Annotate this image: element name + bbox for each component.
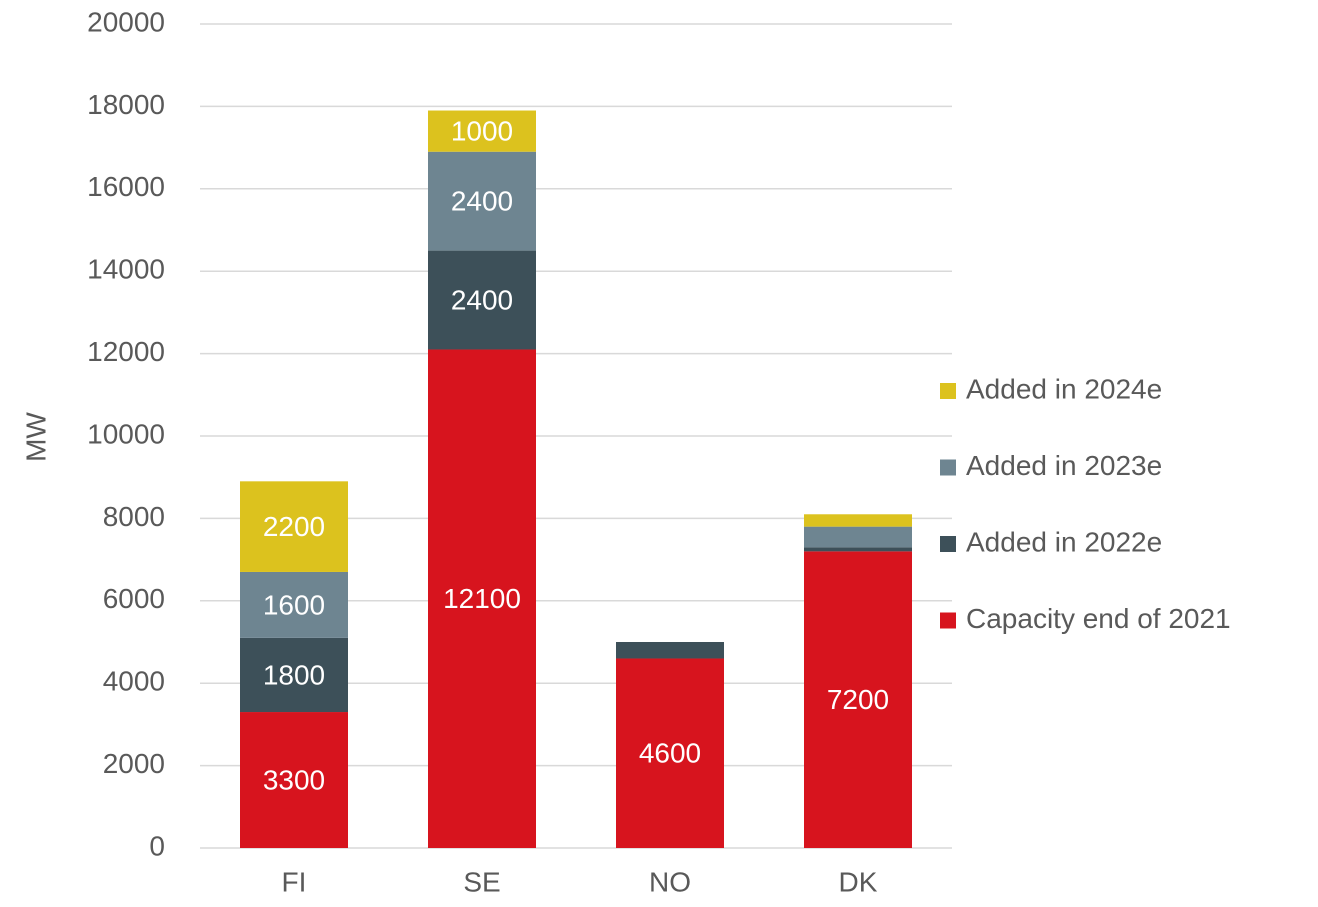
data-label: 7200 bbox=[827, 684, 889, 715]
bar-segment bbox=[428, 151, 536, 251]
data-label: 1000 bbox=[451, 116, 513, 147]
y-tick-label: 4000 bbox=[103, 666, 165, 697]
legend-label: Added in 2024e bbox=[966, 373, 1162, 404]
bar-segment bbox=[240, 637, 348, 713]
y-tick-label: 8000 bbox=[103, 501, 165, 532]
legend-swatch bbox=[940, 383, 956, 399]
bar-segment bbox=[616, 642, 724, 659]
bar-segment bbox=[240, 571, 348, 638]
data-label: 3300 bbox=[263, 764, 325, 795]
y-tick-label: 18000 bbox=[87, 89, 165, 120]
bar-segment bbox=[428, 349, 536, 848]
bar-segment bbox=[428, 110, 536, 152]
legend-label: Capacity end of 2021 bbox=[966, 603, 1231, 634]
bar-segment bbox=[804, 547, 912, 552]
data-label: 2400 bbox=[451, 284, 513, 315]
bar-segment bbox=[804, 514, 912, 527]
bar-segment bbox=[804, 551, 912, 848]
legend-swatch bbox=[940, 612, 956, 629]
x-tick-label: SE bbox=[463, 866, 500, 897]
x-tick-label: DK bbox=[839, 866, 878, 897]
y-tick-label: 14000 bbox=[87, 254, 165, 285]
x-tick-label: FI bbox=[282, 866, 307, 897]
bar-segment bbox=[240, 481, 348, 572]
y-axis-label: MW bbox=[20, 412, 51, 462]
bar-segment bbox=[240, 712, 348, 848]
y-tick-label: 12000 bbox=[87, 336, 165, 367]
data-label: 2200 bbox=[263, 511, 325, 542]
bar-segment bbox=[616, 658, 724, 848]
y-tick-label: 16000 bbox=[87, 171, 165, 202]
y-tick-label: 20000 bbox=[87, 6, 165, 37]
data-label: 4600 bbox=[639, 738, 701, 769]
data-label: 1600 bbox=[263, 589, 325, 620]
legend-swatch bbox=[940, 459, 956, 476]
legend-swatch bbox=[940, 536, 956, 552]
data-label: 1800 bbox=[263, 659, 325, 690]
x-tick-label: NO bbox=[649, 866, 691, 897]
y-tick-label: 10000 bbox=[87, 418, 165, 449]
bar-segment bbox=[804, 526, 912, 548]
data-label: 2400 bbox=[451, 186, 513, 217]
y-tick-label: 6000 bbox=[103, 583, 165, 614]
y-tick-label: 0 bbox=[149, 830, 165, 861]
legend-label: Added in 2022e bbox=[966, 526, 1162, 557]
y-tick-label: 2000 bbox=[103, 748, 165, 779]
legend-label: Added in 2023e bbox=[966, 450, 1162, 481]
data-label: 12100 bbox=[443, 583, 521, 614]
bar-segment bbox=[428, 250, 536, 350]
